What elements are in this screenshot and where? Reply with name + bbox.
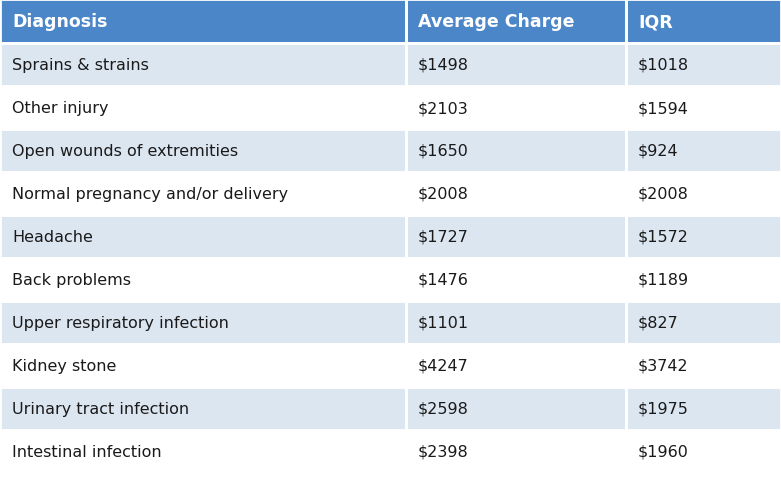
Bar bbox=[0, 387, 406, 430]
Bar bbox=[0, 344, 406, 387]
Bar bbox=[626, 387, 781, 430]
Bar bbox=[626, 0, 781, 44]
Text: Diagnosis: Diagnosis bbox=[12, 13, 108, 31]
Bar bbox=[0, 87, 406, 130]
Text: $924: $924 bbox=[638, 144, 679, 159]
Text: $1498: $1498 bbox=[418, 58, 469, 73]
Bar bbox=[406, 344, 626, 387]
Text: $2008: $2008 bbox=[418, 187, 469, 202]
Text: IQR: IQR bbox=[638, 13, 672, 31]
Bar bbox=[0, 258, 406, 301]
Bar bbox=[0, 130, 406, 173]
Bar bbox=[0, 87, 406, 130]
Bar bbox=[406, 258, 626, 301]
Bar bbox=[626, 258, 781, 301]
Bar bbox=[406, 258, 626, 301]
Text: Headache: Headache bbox=[12, 229, 93, 244]
Bar bbox=[626, 87, 781, 130]
Bar bbox=[406, 430, 626, 473]
Text: $1727: $1727 bbox=[418, 229, 469, 244]
Bar bbox=[626, 258, 781, 301]
Bar bbox=[0, 216, 406, 258]
Bar bbox=[626, 0, 781, 44]
Bar bbox=[406, 87, 626, 130]
Bar bbox=[626, 44, 781, 87]
Text: $2008: $2008 bbox=[638, 187, 689, 202]
Bar bbox=[626, 344, 781, 387]
Bar bbox=[406, 44, 626, 87]
Bar bbox=[406, 387, 626, 430]
Bar bbox=[406, 301, 626, 344]
Bar bbox=[626, 301, 781, 344]
Bar bbox=[626, 387, 781, 430]
Bar bbox=[0, 258, 406, 301]
Bar bbox=[626, 301, 781, 344]
Text: Back problems: Back problems bbox=[12, 273, 131, 288]
Bar bbox=[406, 430, 626, 473]
Bar bbox=[0, 301, 406, 344]
Bar bbox=[626, 344, 781, 387]
Bar bbox=[0, 216, 406, 258]
Text: Urinary tract infection: Urinary tract infection bbox=[12, 401, 189, 416]
Text: $4247: $4247 bbox=[418, 358, 469, 373]
Bar bbox=[626, 130, 781, 173]
Bar bbox=[626, 173, 781, 216]
Bar bbox=[406, 0, 626, 44]
Text: $2398: $2398 bbox=[418, 444, 469, 459]
Text: $1101: $1101 bbox=[418, 315, 469, 330]
Text: Sprains & strains: Sprains & strains bbox=[12, 58, 149, 73]
Text: $1650: $1650 bbox=[418, 144, 469, 159]
Text: $2103: $2103 bbox=[418, 101, 469, 116]
Bar bbox=[406, 173, 626, 216]
Bar bbox=[0, 0, 406, 44]
Bar bbox=[626, 44, 781, 87]
Text: $2598: $2598 bbox=[418, 401, 469, 416]
Bar bbox=[406, 344, 626, 387]
Bar bbox=[626, 216, 781, 258]
Bar bbox=[406, 87, 626, 130]
Bar bbox=[626, 430, 781, 473]
Bar bbox=[0, 430, 406, 473]
Bar bbox=[0, 44, 406, 87]
Bar bbox=[0, 430, 406, 473]
Bar bbox=[0, 0, 406, 44]
Text: Upper respiratory infection: Upper respiratory infection bbox=[12, 315, 229, 330]
Text: $827: $827 bbox=[638, 315, 679, 330]
Text: $1960: $1960 bbox=[638, 444, 689, 459]
Bar bbox=[0, 387, 406, 430]
Bar bbox=[406, 44, 626, 87]
Bar bbox=[626, 173, 781, 216]
Bar bbox=[0, 44, 406, 87]
Text: $1975: $1975 bbox=[638, 401, 689, 416]
Bar bbox=[626, 430, 781, 473]
Text: Open wounds of extremities: Open wounds of extremities bbox=[12, 144, 238, 159]
Text: $1018: $1018 bbox=[638, 58, 689, 73]
Bar bbox=[406, 130, 626, 173]
Text: Other injury: Other injury bbox=[12, 101, 109, 116]
Bar bbox=[0, 173, 406, 216]
Text: Normal pregnancy and/or delivery: Normal pregnancy and/or delivery bbox=[12, 187, 288, 202]
Text: Intestinal infection: Intestinal infection bbox=[12, 444, 162, 459]
Bar bbox=[406, 173, 626, 216]
Bar bbox=[0, 344, 406, 387]
Text: $1189: $1189 bbox=[638, 273, 689, 288]
Text: $1572: $1572 bbox=[638, 229, 689, 244]
Bar bbox=[0, 301, 406, 344]
Text: $3742: $3742 bbox=[638, 358, 689, 373]
Bar bbox=[626, 130, 781, 173]
Bar bbox=[0, 173, 406, 216]
Bar bbox=[406, 130, 626, 173]
Bar bbox=[406, 387, 626, 430]
Bar bbox=[406, 301, 626, 344]
Text: Average Charge: Average Charge bbox=[418, 13, 575, 31]
Bar bbox=[406, 0, 626, 44]
Bar bbox=[406, 216, 626, 258]
Text: Kidney stone: Kidney stone bbox=[12, 358, 116, 373]
Bar bbox=[626, 216, 781, 258]
Text: $1476: $1476 bbox=[418, 273, 469, 288]
Bar bbox=[406, 216, 626, 258]
Bar bbox=[0, 130, 406, 173]
Text: $1594: $1594 bbox=[638, 101, 689, 116]
Bar bbox=[626, 87, 781, 130]
